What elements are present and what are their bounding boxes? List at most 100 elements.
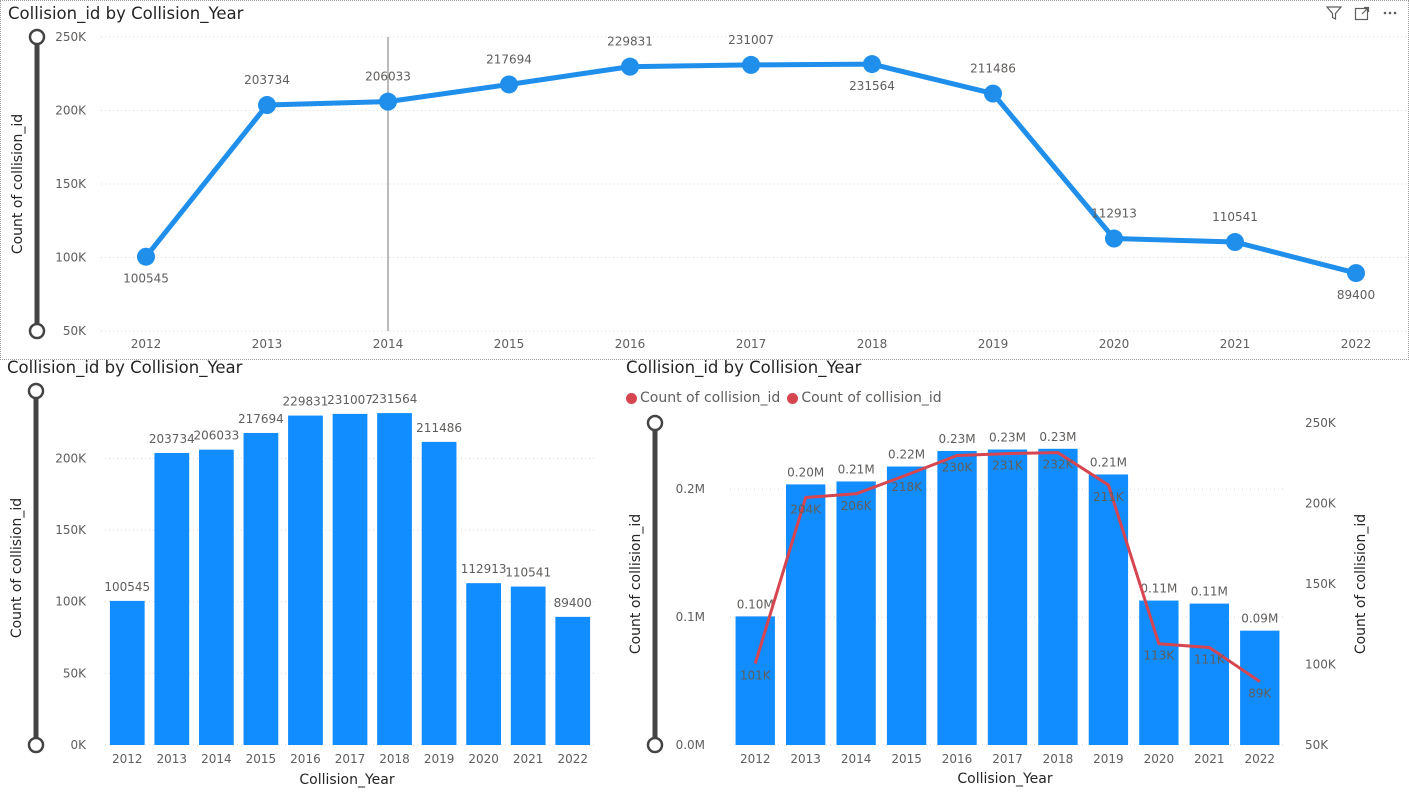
line-data-point[interactable] [1347,264,1365,283]
line-chart-slider[interactable] [28,28,46,340]
combo-bar-data-label: 0.22M [888,448,925,462]
combo-bar-rect[interactable] [937,451,977,745]
line-series-path [144,61,1357,276]
bar-chart-y-axis-label: Count of collision_id [9,498,25,638]
bar-chart-title: Collision_id by Collision_Year [7,358,243,377]
line-data-point[interactable] [742,55,760,74]
line-x-tick-label: 2016 [615,337,646,351]
bar-x-tick-label: 2021 [513,752,544,766]
combo-bar-rect[interactable] [786,484,826,745]
combo-bar-rect[interactable] [886,466,927,745]
bar-data-label: 231564 [372,392,418,406]
line-data-label: 231007 [728,33,774,47]
combo-line-data-label: 113K [1143,649,1175,663]
combo-bar-rect[interactable] [987,449,1028,745]
line-y-tick-label: 100K [55,251,87,265]
line-data-point[interactable] [863,55,881,74]
bar-rect[interactable] [198,449,234,745]
line-data-point[interactable] [984,84,1002,103]
line-data-point[interactable] [379,92,397,111]
line-y-tick-label: 200K [55,104,87,118]
line-x-tick-label: 2019 [978,337,1009,351]
bar-y-tick-label: 150K [55,523,87,537]
bar-rect[interactable] [243,432,279,745]
combo-line-series-path [753,451,1261,683]
combo-x-tick-label: 2012 [740,752,771,766]
combo-line-data-label: 232K [1043,458,1075,472]
line-data-label: 211486 [970,62,1016,76]
line-x-tick-label: 2013 [252,337,283,351]
combo-line-data-label: 231K [992,459,1024,473]
bar-rect[interactable] [109,600,145,745]
combo-bar-rect[interactable] [1088,474,1129,745]
combo-bar-rect[interactable] [836,481,876,745]
bar-rect[interactable] [555,616,591,745]
bar-data-label: 100545 [104,580,150,594]
combo-bar-data-label: 0.11M [1191,585,1228,599]
combo-y-tick-label: 0.2M [676,482,705,496]
line-data-label: 203734 [244,73,290,87]
combo-bar-data-label: 0.23M [939,432,976,446]
combo-chart-visual[interactable]: Collision_id by Collision_Year Count of … [605,356,1409,793]
line-chart-plot: Count of collision_id 50K 100K 150K 200K 250… [10,28,1406,351]
line-data-point[interactable] [258,96,276,115]
combo-y-tick-label: 0.1M [676,610,705,624]
combo-y2-tick-label: 50K [1305,738,1329,752]
combo-x-tick-label: 2013 [790,752,821,766]
combo-x-tick-label: 2019 [1093,752,1124,766]
line-data-point[interactable] [621,57,639,76]
combo-bar-rect[interactable] [1038,448,1078,745]
legend-item-1[interactable]: Count of collision_id [640,390,781,406]
line-data-label: 100545 [123,272,169,286]
line-chart-visual[interactable]: Collision_id by Collision_Year Count of … [0,0,1409,360]
bar-chart-x-axis-label: Collision_Year [299,772,395,788]
legend-item-2[interactable]: Count of collision_id [801,390,942,406]
bar-chart-plot: Count of collision_id Collision_Year 0K 5… [9,382,595,788]
line-data-point[interactable] [1226,233,1244,252]
combo-bar-rect[interactable] [1240,630,1280,745]
bar-y-tick-label: 100K [55,595,87,609]
combo-x-tick-label: 2016 [942,752,973,766]
bar-rect[interactable] [421,441,457,745]
bar-chart-slider[interactable] [27,382,45,754]
bar-data-label: 110541 [505,566,551,580]
line-data-point[interactable] [137,247,155,266]
bar-x-tick-label: 2015 [246,752,277,766]
line-data-label: 89400 [1337,288,1375,302]
combo-bar-rect[interactable] [1189,603,1229,745]
bar-x-tick-label: 2018 [379,752,410,766]
combo-bar-data-label: 0.21M [1090,455,1127,469]
more-options-icon[interactable] [1382,5,1398,25]
bar-rect[interactable] [154,452,190,745]
combo-bar-rect[interactable] [1139,600,1179,745]
combo-x-tick-label: 2014 [841,752,872,766]
focus-mode-icon[interactable] [1354,5,1370,25]
bar-data-label: 217694 [238,412,284,426]
combo-legend: Count of collision_id Count of collision… [626,390,942,406]
line-data-label: 229831 [607,35,653,49]
combo-line-data-label: 204K [790,502,822,516]
bar-rect[interactable] [510,586,546,745]
bar-chart-visual[interactable]: Collision_id by Collision_Year Count of … [0,356,605,793]
legend-marker-icon [626,392,637,404]
line-data-label: 217694 [486,52,532,66]
bar-data-label: 229831 [283,395,329,409]
bar-x-tick-label: 2019 [424,752,455,766]
bar-x-tick-label: 2013 [157,752,188,766]
bar-rect[interactable] [332,413,368,745]
bar-rect[interactable] [288,415,323,745]
line-chart-title: Collision_id by Collision_Year [8,4,244,23]
line-y-tick-label: 150K [55,177,87,191]
combo-chart-slider[interactable] [646,414,664,754]
combo-y2-tick-label: 150K [1305,577,1337,591]
bar-rect[interactable] [466,583,502,745]
bar-y-tick-label: 0K [70,738,87,752]
line-data-point[interactable] [500,75,518,94]
bar-data-label: 231007 [327,393,373,407]
bar-y-tick-label: 200K [55,451,87,465]
filter-icon[interactable] [1325,5,1343,25]
bar-rect[interactable] [377,413,412,745]
combo-chart-x-axis-label: Collision_Year [957,771,1053,787]
line-data-point[interactable] [1105,229,1123,248]
combo-bar-rect[interactable] [735,616,775,745]
